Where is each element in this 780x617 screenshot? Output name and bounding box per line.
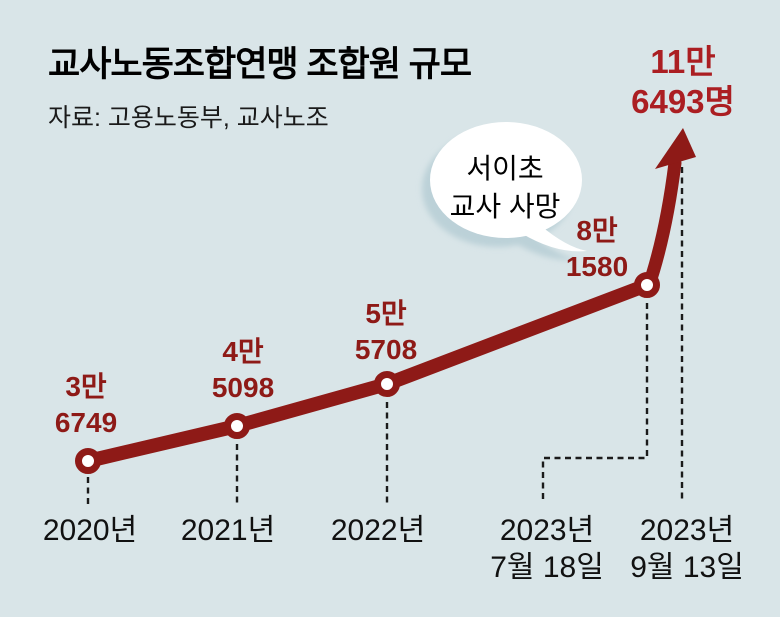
trend-line bbox=[81, 278, 654, 468]
speech-bubble-line1: 서이초 bbox=[466, 153, 544, 184]
surge-arrow-shaft bbox=[641, 156, 682, 295]
value-label-2022: 5만 5708 bbox=[355, 296, 417, 368]
value-label-2023-sep: 11만 6493명 bbox=[631, 42, 735, 122]
data-point-2022 bbox=[374, 371, 400, 397]
year-label-2021: 2021년 bbox=[180, 514, 276, 547]
data-point-2023-jul bbox=[634, 272, 660, 298]
value-label-2023-jul-bottom: 1580 bbox=[565, 251, 629, 282]
value-label-2023-jul: 8만 1580 bbox=[566, 213, 628, 285]
value-label-2020-top: 3만 bbox=[65, 371, 107, 402]
data-point-2020 bbox=[75, 448, 101, 474]
value-label-2021: 4만 5098 bbox=[212, 334, 274, 406]
year-label-2022: 2022년 bbox=[330, 514, 426, 547]
value-label-2023-sep-bottom: 6493명 bbox=[631, 83, 735, 120]
value-label-2023-jul-top: 8만 bbox=[576, 215, 618, 246]
chart-source: 자료: 고용노동부, 교사노조 bbox=[48, 104, 329, 132]
value-label-2021-bottom: 5098 bbox=[211, 372, 275, 403]
speech-bubble bbox=[430, 122, 587, 252]
year-label-2023-sep-line2: 9월 13일 bbox=[630, 551, 744, 584]
year-label-2023-jul-line2: 7월 18일 bbox=[490, 551, 604, 584]
value-label-2021-top: 4만 bbox=[222, 336, 264, 367]
year-label-2023-sep: 2023년 9월 13일 bbox=[630, 512, 744, 586]
surge-arrow-head bbox=[655, 128, 696, 169]
value-label-2022-bottom: 5708 bbox=[354, 334, 418, 365]
year-label-2023-jul-line1: 2023년 bbox=[499, 514, 595, 547]
year-label-2023-sep-line1: 2023년 bbox=[639, 514, 735, 547]
value-label-2023-sep-top: 11만 bbox=[650, 43, 716, 80]
value-label-2020-bottom: 6749 bbox=[54, 407, 118, 438]
data-point-2021 bbox=[224, 413, 250, 439]
guide-line-2023-jul bbox=[541, 303, 649, 502]
speech-bubble-line2: 교사 사망 bbox=[449, 191, 561, 222]
speech-bubble-text: 서이초 교사 사망 bbox=[450, 150, 561, 226]
value-label-2020: 3만 6749 bbox=[55, 369, 117, 441]
value-label-2022-top: 5만 bbox=[365, 298, 407, 329]
year-label-2020: 2020년 bbox=[42, 514, 138, 547]
chart-title: 교사노동조합연맹 조합원 규모 bbox=[48, 45, 472, 84]
year-label-2023-jul: 2023년 7월 18일 bbox=[490, 512, 604, 586]
